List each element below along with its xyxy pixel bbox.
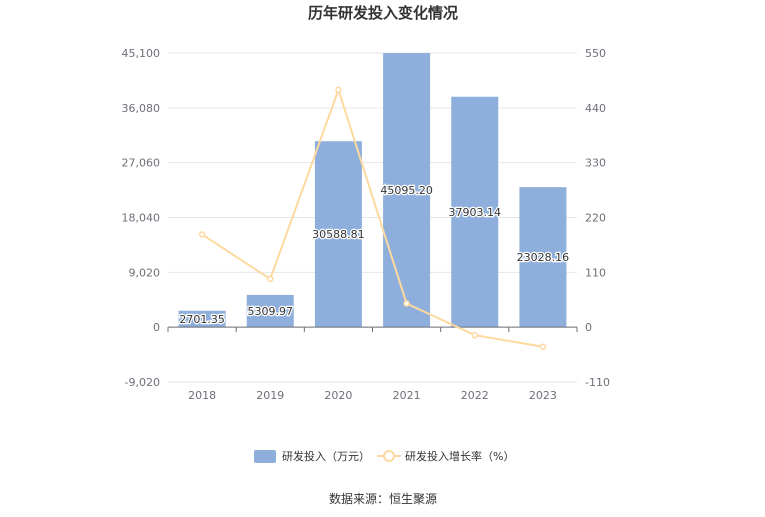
line-point xyxy=(539,343,547,350)
bar xyxy=(246,294,294,328)
x-tick-label: 2018 xyxy=(188,389,216,402)
growth-line xyxy=(201,86,544,348)
bar-data-label: 23028.16 xyxy=(517,251,570,264)
line-point xyxy=(335,86,342,94)
y-left-tick-label: 45,100 xyxy=(122,47,161,60)
legend-item-line[interactable]: 研发投入增长率（%） xyxy=(377,449,514,463)
bar-data-label: 37903.14 xyxy=(449,206,502,219)
x-tick-label: 2022 xyxy=(461,389,489,402)
y-right-tick-label: 440 xyxy=(585,102,606,115)
y-right-tick-label: 550 xyxy=(585,47,606,60)
y-left-tick-label: 0 xyxy=(153,321,160,334)
bar xyxy=(178,310,226,328)
y-axis-right: 550 440 330 220 110 0 -110 xyxy=(585,47,610,389)
y-left-tick-label: 36,080 xyxy=(122,102,161,115)
line-point xyxy=(403,300,410,307)
bar-data-label: 45095.20 xyxy=(380,184,433,197)
chart-title: 历年研发投入变化情况 xyxy=(308,4,458,22)
y-left-tick-label: -9,020 xyxy=(125,376,160,389)
bar xyxy=(519,187,567,328)
bar-data-label: 2701.35 xyxy=(179,313,225,326)
x-tick-label: 2020 xyxy=(324,389,352,402)
y-right-tick-label: 330 xyxy=(585,157,606,170)
y-right-tick-label: -110 xyxy=(585,376,610,389)
bar xyxy=(314,141,362,328)
x-axis: 2018 2019 2020 2021 2022 2023 xyxy=(167,326,578,402)
grid-lines xyxy=(168,52,577,383)
y-left-tick-label: 9,020 xyxy=(129,266,161,279)
line-series xyxy=(198,86,547,350)
bar-series xyxy=(178,53,567,328)
line-point xyxy=(471,331,478,339)
legend-line-label: 研发投入增长率（%） xyxy=(405,449,514,463)
bar xyxy=(383,53,431,328)
source-text: 数据来源：恒生聚源 xyxy=(329,491,437,506)
legend-item-bar[interactable]: 研发投入（万元） xyxy=(254,449,370,463)
legend-bar-swatch xyxy=(254,450,276,463)
y-right-tick-label: 220 xyxy=(585,212,606,225)
y-left-tick-label: 27,060 xyxy=(122,157,161,170)
y-left-tick-label: 18,040 xyxy=(122,212,161,225)
legend: 研发投入（万元） 研发投入增长率（%） xyxy=(254,449,514,463)
line-point xyxy=(267,275,274,283)
y-right-tick-label: 110 xyxy=(585,266,606,279)
bar-data-labels: 2701.35 5309.97 30588.81 45095.20 37903.14 23… xyxy=(178,183,570,327)
bar-data-label: 5309.97 xyxy=(248,305,294,318)
legend-bar-label: 研发投入（万元） xyxy=(282,449,370,463)
line-point xyxy=(198,231,206,238)
y-right-tick-label: 0 xyxy=(585,321,592,334)
y-axis-left: 45,100 36,080 27,060 18,040 9,020 0 -9,020 xyxy=(122,47,161,389)
bar-data-label: 30588.81 xyxy=(312,228,365,241)
x-tick-label: 2023 xyxy=(529,389,557,402)
x-tick-label: 2019 xyxy=(256,389,284,402)
x-tick-label: 2021 xyxy=(393,389,421,402)
legend-line-marker xyxy=(383,450,395,462)
bar xyxy=(451,96,499,328)
